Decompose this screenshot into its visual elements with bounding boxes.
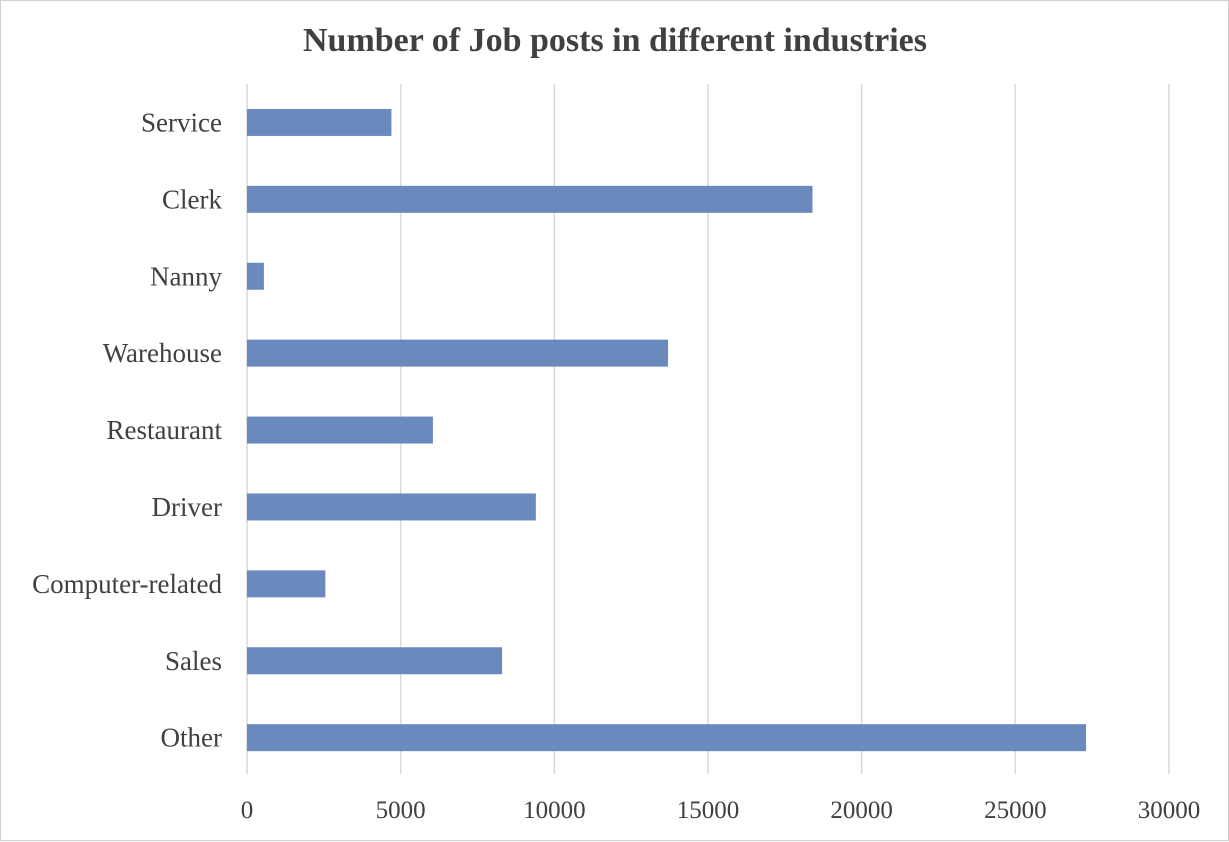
bar-warehouse bbox=[247, 339, 669, 367]
x-tick-label-0: 0 bbox=[241, 797, 254, 824]
bar-clerk bbox=[247, 185, 813, 213]
category-label-computer-related: Computer-related bbox=[32, 569, 222, 599]
x-tick-label-5000: 5000 bbox=[376, 797, 426, 824]
chart-title: Number of Job posts in different industr… bbox=[303, 22, 927, 59]
category-label-service: Service bbox=[141, 107, 222, 137]
bars bbox=[247, 108, 1087, 752]
category-label-clerk: Clerk bbox=[162, 184, 222, 214]
x-tick-label-10000: 10000 bbox=[523, 797, 586, 824]
bar-sales bbox=[247, 647, 503, 675]
x-axis-tick-labels: 0 5000 10000 15000 20000 25000 30000 bbox=[241, 797, 1201, 824]
bar-driver bbox=[247, 493, 536, 521]
category-label-nanny: Nanny bbox=[150, 261, 222, 291]
bar-nanny bbox=[247, 262, 264, 290]
bar-service bbox=[247, 108, 392, 136]
category-labels: Service Clerk Nanny Warehouse Restaurant Driv… bbox=[32, 107, 222, 752]
bar-restaurant bbox=[247, 416, 433, 444]
x-tick-label-30000: 30000 bbox=[1138, 797, 1201, 824]
bar-computer-related bbox=[247, 570, 326, 598]
x-tick-label-25000: 25000 bbox=[984, 797, 1047, 824]
category-label-restaurant: Restaurant bbox=[107, 415, 223, 445]
category-label-driver: Driver bbox=[152, 492, 222, 522]
x-tick-label-20000: 20000 bbox=[830, 797, 893, 824]
x-tick-label-15000: 15000 bbox=[677, 797, 740, 824]
bar-other bbox=[247, 724, 1087, 752]
category-label-sales: Sales bbox=[165, 646, 222, 676]
category-label-warehouse: Warehouse bbox=[103, 338, 222, 368]
category-label-other: Other bbox=[161, 723, 222, 753]
